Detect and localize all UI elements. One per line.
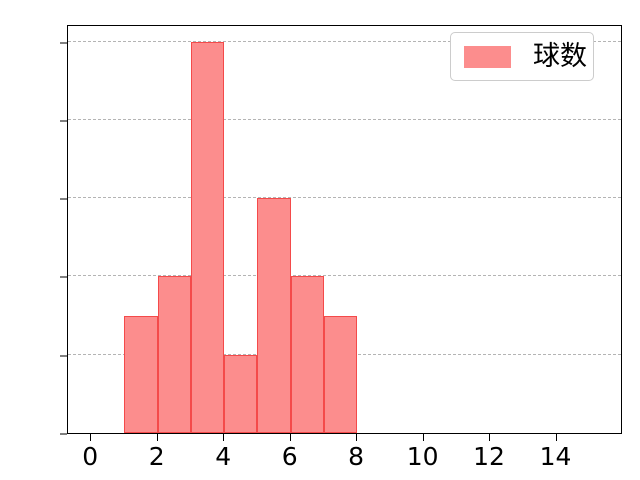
x-tick-label: 0 xyxy=(82,442,99,471)
x-tick-label: 10 xyxy=(406,442,439,471)
x-tick-mark xyxy=(555,434,557,441)
bar xyxy=(290,276,324,433)
grid-line xyxy=(68,275,621,277)
bar xyxy=(257,198,291,433)
x-tick-mark xyxy=(90,434,92,441)
y-tick-mark xyxy=(60,198,67,200)
x-tick-mark xyxy=(489,434,491,441)
bar xyxy=(190,41,225,433)
x-tick-mark xyxy=(356,434,358,441)
x-tick-label: 2 xyxy=(148,442,165,471)
y-tick-mark xyxy=(60,276,67,278)
x-tick-label: 12 xyxy=(473,442,505,471)
bar xyxy=(157,276,191,433)
legend-label-kyusu: 球数 xyxy=(533,41,587,72)
x-tick-mark xyxy=(156,434,158,441)
x-tick-mark xyxy=(289,434,291,441)
y-tick-mark xyxy=(60,120,67,122)
grid-line xyxy=(68,118,621,120)
legend-swatch-kyusu xyxy=(464,45,511,68)
chart-legend: 球数 xyxy=(450,32,594,81)
grid-line xyxy=(68,197,621,199)
y-tick-mark xyxy=(60,355,67,357)
bar xyxy=(124,315,158,433)
x-tick-label: 14 xyxy=(539,442,572,471)
x-tick-label: 8 xyxy=(348,442,365,471)
bar xyxy=(323,315,358,433)
x-tick-mark xyxy=(223,434,225,441)
x-tick-label: 6 xyxy=(281,442,298,471)
y-tick-mark xyxy=(60,42,67,44)
plot-area xyxy=(67,25,622,434)
grid-line xyxy=(68,40,621,42)
x-tick-mark xyxy=(422,434,424,441)
bar xyxy=(224,354,258,433)
y-tick-mark xyxy=(60,433,67,435)
x-tick-label: 4 xyxy=(215,442,232,471)
